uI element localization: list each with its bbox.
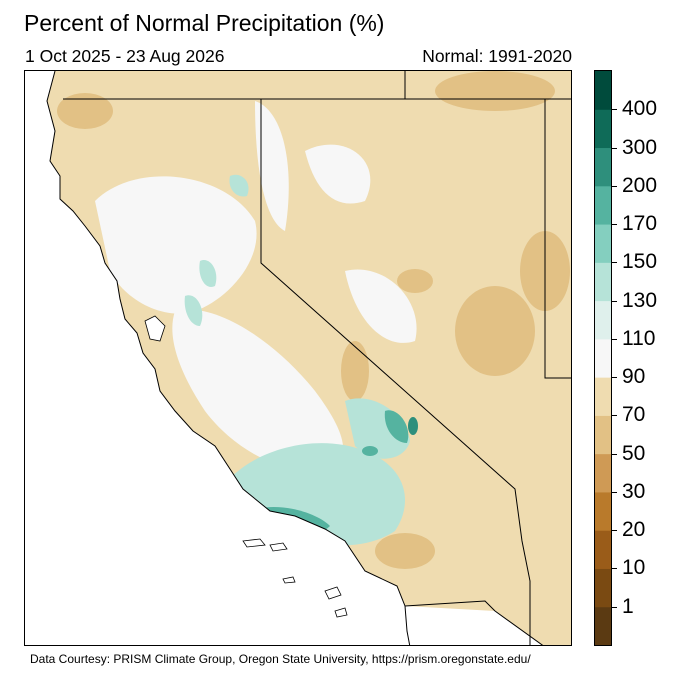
- colorbar-label: 90: [622, 365, 646, 389]
- colorbar-segment: [595, 300, 611, 340]
- dry-patch-central-nevada: [397, 269, 433, 293]
- sf-bay: [144, 315, 166, 342]
- channel-island-5: [334, 607, 348, 618]
- colorbar-segment: [595, 71, 611, 110]
- colorbar-tick: [612, 491, 617, 493]
- dry-patch-east-nevada: [455, 286, 535, 376]
- wet-patch-central: [184, 295, 203, 326]
- very-wet-tehachapi: [362, 446, 378, 456]
- colorbar-segment: [595, 338, 611, 378]
- dry-patch-northeast: [435, 71, 555, 111]
- colorbar-label: 30: [622, 479, 646, 503]
- dry-patch-mojave: [375, 533, 435, 569]
- colorbar-label: 20: [622, 518, 646, 542]
- colorbar-tick: [612, 338, 617, 340]
- coastline: [46, 71, 411, 645]
- normal-period: Normal: 1991-2020: [422, 46, 572, 66]
- data-credit: Data Courtesy: PRISM Climate Group, Oreg…: [30, 652, 531, 666]
- colorbar-tick: [612, 377, 617, 379]
- colorbar-tick: [612, 262, 617, 264]
- colorbar-tick: [612, 109, 617, 111]
- channel-island-2: [269, 542, 288, 552]
- colorbar-label: 10: [622, 556, 646, 580]
- colorbar-segment: [595, 530, 611, 569]
- colorbar-label: 70: [622, 403, 646, 427]
- dry-patch-sierra: [341, 341, 369, 401]
- colorbar-tick: [612, 300, 617, 302]
- colorbar-label: 200: [622, 173, 658, 197]
- colorbar-tick: [612, 147, 617, 149]
- date-range: 1 Oct 2025 - 23 Aug 2026: [25, 46, 225, 66]
- colorbar-tick: [612, 453, 617, 455]
- colorbar-label: 1: [622, 594, 634, 618]
- mexico-border: [404, 600, 544, 645]
- colorbar-segment: [595, 568, 611, 608]
- colorbar-segment: [595, 262, 611, 302]
- california-nevada-border: [260, 99, 531, 645]
- colorbar-segment: [595, 606, 611, 645]
- colorbar-label: 400: [622, 97, 658, 121]
- colorbar-tick: [612, 415, 617, 417]
- colorbar-label: 300: [622, 135, 658, 159]
- wettest-sierra-peak: [408, 417, 418, 435]
- precipitation-map: [24, 70, 572, 646]
- colorbar-segment: [595, 377, 611, 416]
- colorbar-tick: [612, 185, 617, 187]
- channel-island-1: [242, 538, 266, 548]
- colorbar-segment: [595, 224, 611, 263]
- very-wet-sierra: [384, 410, 409, 443]
- dry-patch-north-coast: [57, 93, 113, 129]
- nevada-utah-border: [544, 99, 571, 379]
- colorbar-segment: [595, 185, 611, 225]
- colorbar-segment: [595, 491, 611, 531]
- colorbar-label: 50: [622, 441, 646, 465]
- colorbar-tick: [612, 606, 617, 608]
- colorbar-label: 130: [622, 288, 658, 312]
- colorbar-segment: [595, 109, 611, 149]
- wet-patch-shasta: [229, 174, 249, 197]
- colorbar: [594, 70, 612, 646]
- colorbar-segment: [595, 147, 611, 187]
- colorbar-label: 150: [622, 250, 658, 274]
- colorbar-tick: [612, 530, 617, 532]
- colorbar-tick: [612, 568, 617, 570]
- near-normal-san-joaquin: [172, 309, 344, 472]
- colorbar-segment: [595, 453, 611, 493]
- wet-patch-north: [199, 260, 217, 287]
- colorbar-tick: [612, 224, 617, 226]
- channel-island-3: [282, 576, 296, 584]
- map-title: Percent of Normal Precipitation (%): [24, 10, 385, 36]
- colorbar-label: 110: [622, 326, 656, 350]
- colorbar-segment: [595, 415, 611, 455]
- near-normal-north-sierra: [255, 101, 289, 231]
- channel-island-4: [324, 586, 342, 600]
- near-normal-nevada-central: [345, 269, 417, 343]
- near-normal-west-nevada: [305, 144, 371, 204]
- colorbar-label: 170: [622, 212, 658, 236]
